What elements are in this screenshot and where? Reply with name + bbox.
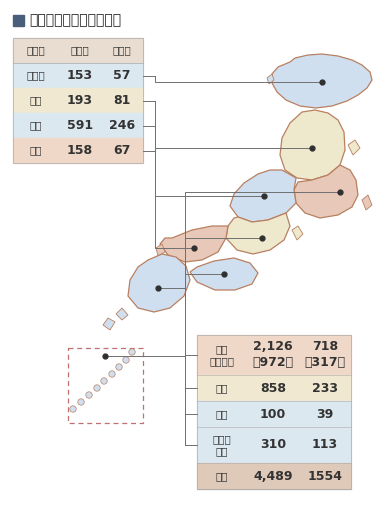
- Polygon shape: [280, 110, 345, 180]
- Polygon shape: [128, 254, 190, 312]
- Polygon shape: [160, 226, 228, 262]
- Bar: [13, 88, 143, 113]
- Text: 中国: 中国: [30, 145, 42, 155]
- Text: 246: 246: [109, 119, 135, 132]
- Polygon shape: [362, 195, 372, 210]
- Polygon shape: [348, 140, 360, 155]
- Polygon shape: [230, 170, 296, 222]
- Text: 東北: 東北: [30, 95, 42, 105]
- Text: 4,489: 4,489: [253, 470, 293, 483]
- Text: 中部: 中部: [30, 121, 42, 131]
- Text: 回収数: 回収数: [113, 45, 131, 55]
- Text: 591: 591: [67, 119, 93, 132]
- Text: 北海道: 北海道: [26, 71, 46, 81]
- Text: 193: 193: [67, 94, 93, 107]
- Circle shape: [86, 392, 92, 398]
- Text: 四国: 四国: [216, 409, 228, 419]
- Circle shape: [123, 357, 129, 363]
- Polygon shape: [190, 258, 258, 290]
- Text: 地方別: 地方別: [26, 45, 46, 55]
- Bar: [197, 427, 351, 463]
- Polygon shape: [267, 74, 274, 84]
- Text: 113: 113: [312, 438, 338, 452]
- Text: 地方別の発送数と回収数: 地方別の発送数と回収数: [29, 14, 121, 27]
- Bar: [197, 463, 351, 489]
- Polygon shape: [156, 244, 165, 256]
- Text: 2,126
（972）: 2,126 （972）: [252, 340, 294, 369]
- Bar: [197, 335, 351, 489]
- Bar: [13, 138, 143, 163]
- Text: 1554: 1554: [307, 470, 342, 483]
- Bar: [13, 113, 143, 138]
- Bar: [197, 335, 351, 375]
- Text: 九州・
沖縄: 九州・ 沖縄: [213, 434, 231, 456]
- Text: 310: 310: [260, 438, 286, 452]
- Text: 100: 100: [260, 407, 286, 421]
- Polygon shape: [103, 318, 115, 330]
- Polygon shape: [116, 308, 128, 320]
- Text: 57: 57: [113, 69, 131, 82]
- Bar: [68, 348, 143, 423]
- Text: 合計: 合計: [216, 471, 228, 481]
- Bar: [13, 63, 143, 88]
- Text: 81: 81: [113, 94, 131, 107]
- Bar: [13, 15, 24, 26]
- Circle shape: [70, 406, 76, 412]
- Polygon shape: [272, 54, 372, 108]
- Circle shape: [129, 349, 135, 355]
- Bar: [13, 38, 143, 163]
- Circle shape: [101, 378, 107, 384]
- Text: 発送数: 発送数: [71, 45, 89, 55]
- Text: 858: 858: [260, 382, 286, 395]
- Polygon shape: [292, 226, 303, 240]
- Text: 関東
（東京）: 関東 （東京）: [210, 344, 235, 366]
- Text: 39: 39: [316, 407, 334, 421]
- Bar: [13, 38, 143, 63]
- Circle shape: [94, 385, 100, 391]
- Circle shape: [116, 364, 122, 370]
- Text: 67: 67: [113, 144, 131, 157]
- Bar: [197, 375, 351, 401]
- Text: 近畿: 近畿: [216, 383, 228, 393]
- Polygon shape: [226, 213, 290, 254]
- Circle shape: [109, 371, 115, 377]
- Text: 718
（317）: 718 （317）: [305, 340, 345, 369]
- Text: 233: 233: [312, 382, 338, 395]
- Bar: [197, 401, 351, 427]
- Text: 153: 153: [67, 69, 93, 82]
- Circle shape: [78, 399, 84, 405]
- Text: 158: 158: [67, 144, 93, 157]
- Polygon shape: [294, 165, 358, 218]
